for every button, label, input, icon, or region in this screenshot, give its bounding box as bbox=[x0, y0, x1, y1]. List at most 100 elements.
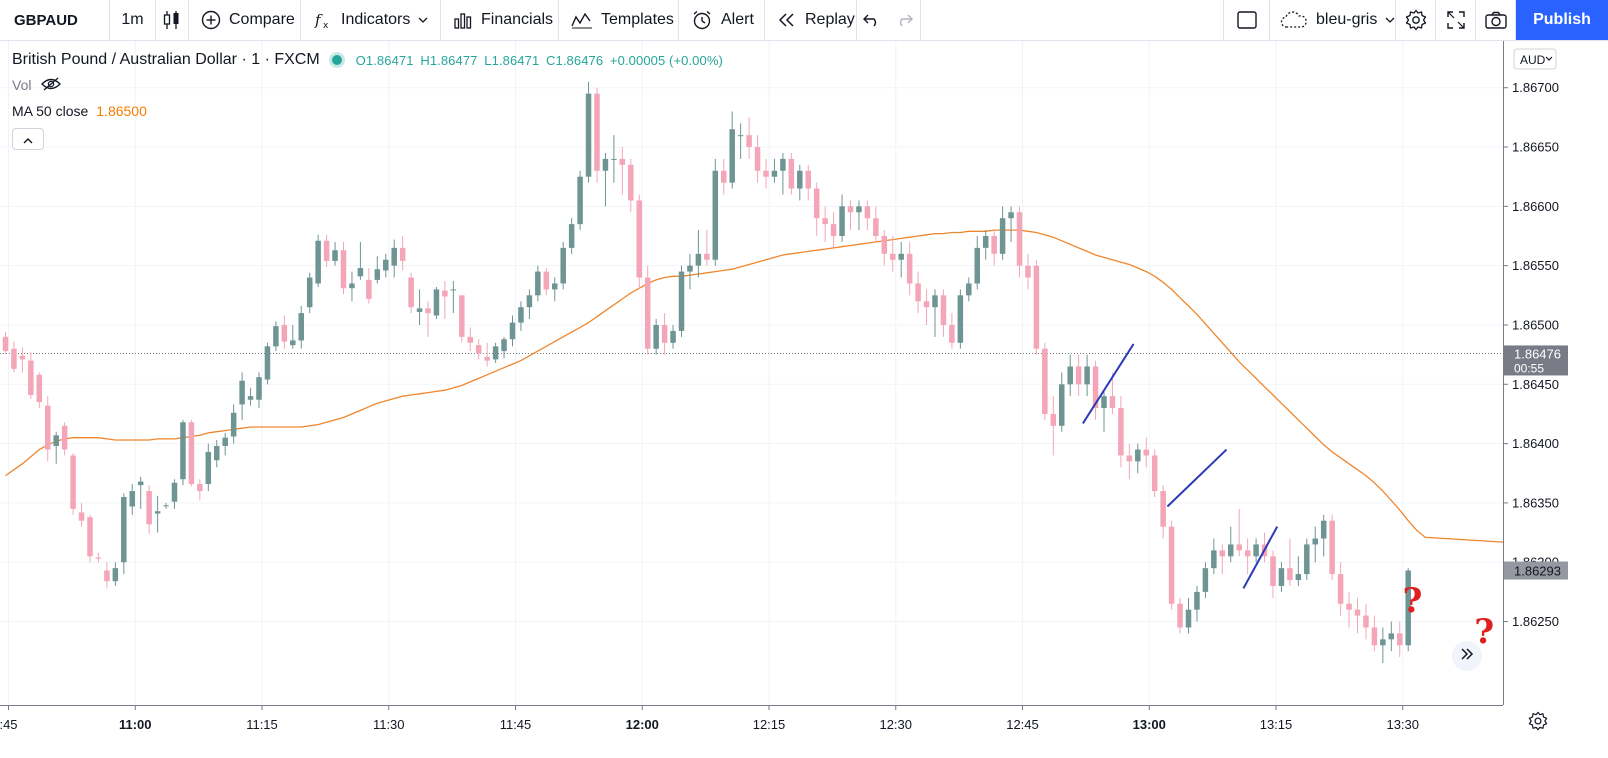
candle bbox=[239, 372, 245, 420]
layout-menu-button[interactable]: bleu-gris bbox=[1270, 0, 1396, 40]
symbol-legend-row: British Pound / Australian Dollar · 1 · … bbox=[12, 48, 723, 72]
candle-body bbox=[1135, 449, 1141, 462]
candle bbox=[535, 265, 541, 302]
candle-body bbox=[721, 170, 727, 183]
candle bbox=[1126, 443, 1133, 480]
candle bbox=[594, 87, 600, 183]
candle-body bbox=[856, 206, 862, 213]
redo-icon bbox=[893, 9, 915, 31]
candle bbox=[746, 117, 752, 159]
square-icon bbox=[1236, 9, 1258, 31]
candle bbox=[839, 194, 845, 242]
time-axis[interactable]: :45 11:00 11:15 11:30 11:45 12:00 12:15 12:30 12… bbox=[0, 705, 1608, 758]
financials-button[interactable]: Financials bbox=[441, 0, 559, 40]
chevron-up-icon bbox=[23, 131, 33, 148]
candle-body bbox=[1346, 603, 1352, 610]
candle-body bbox=[349, 283, 355, 289]
eye-off-icon[interactable] bbox=[41, 77, 62, 94]
trendline[interactable] bbox=[1166, 448, 1228, 508]
candle bbox=[391, 239, 397, 278]
candle bbox=[923, 289, 930, 325]
interval-button[interactable]: 1m bbox=[110, 0, 156, 40]
candle-body bbox=[1092, 366, 1099, 409]
trendlines-group[interactable] bbox=[1082, 343, 1279, 589]
candle bbox=[873, 206, 879, 242]
candle bbox=[492, 342, 499, 363]
plus-circle-icon bbox=[201, 9, 221, 31]
candle bbox=[644, 265, 651, 355]
candle bbox=[999, 206, 1006, 260]
settings-button[interactable] bbox=[1396, 0, 1436, 40]
candle-body bbox=[1151, 455, 1158, 492]
open-label: O bbox=[355, 52, 366, 68]
replay-button[interactable]: Replay bbox=[765, 0, 857, 40]
ma-label[interactable]: MA 50 close bbox=[12, 103, 89, 119]
ohlc-values: O1.86471 H1.86477 L1.86471 C1.86476 +0.0… bbox=[356, 53, 723, 68]
candle bbox=[830, 212, 837, 248]
candle bbox=[678, 265, 685, 337]
candles-icon bbox=[161, 9, 183, 31]
undo-button[interactable] bbox=[857, 0, 887, 40]
candle-body bbox=[357, 268, 364, 277]
candle bbox=[957, 289, 964, 349]
question-mark-annotation: ? bbox=[1474, 612, 1494, 652]
candle bbox=[475, 339, 482, 360]
fullscreen-button[interactable] bbox=[1436, 0, 1476, 40]
candle bbox=[1042, 342, 1048, 420]
candle bbox=[61, 422, 68, 456]
candle-body bbox=[104, 570, 110, 582]
candle bbox=[1151, 449, 1158, 497]
candle-body bbox=[1033, 265, 1040, 349]
fullscreen-layout-button[interactable] bbox=[1224, 0, 1270, 40]
ma-50-line bbox=[5, 229, 1504, 543]
candle bbox=[1380, 627, 1386, 664]
chart-type-button[interactable] bbox=[156, 0, 189, 40]
bar-chart-icon bbox=[453, 9, 473, 31]
symbol-title[interactable]: British Pound / Australian Dollar · 1 · … bbox=[12, 51, 320, 68]
alert-button[interactable]: Alert bbox=[679, 0, 765, 40]
candle bbox=[425, 301, 431, 337]
price-axis[interactable]: 1.862501.863001.863501.864001.864501.865… bbox=[1503, 41, 1608, 758]
candle bbox=[95, 552, 102, 563]
candle bbox=[1371, 615, 1378, 652]
volume-label[interactable]: Vol bbox=[12, 77, 32, 93]
candle-body bbox=[1295, 574, 1302, 581]
candle bbox=[323, 234, 330, 267]
candle bbox=[788, 152, 795, 195]
candle-body bbox=[1075, 366, 1082, 385]
templates-button[interactable]: Templates bbox=[559, 0, 679, 40]
symbol-search-button[interactable]: GBPAUD bbox=[0, 0, 110, 40]
candle bbox=[19, 347, 26, 373]
candle-body bbox=[416, 308, 423, 312]
candle bbox=[154, 495, 161, 533]
symbol-label: GBPAUD bbox=[14, 11, 78, 29]
candle-body bbox=[78, 512, 85, 521]
candle bbox=[1329, 514, 1335, 581]
candle bbox=[1109, 372, 1116, 414]
candle bbox=[1346, 591, 1352, 628]
secondary-price-label-box bbox=[1504, 561, 1568, 580]
candle-body bbox=[1253, 544, 1259, 557]
candle-body bbox=[585, 93, 592, 177]
candle-body bbox=[1354, 609, 1361, 616]
price-chart[interactable]: ?? 1.862501.863001.863501.864001.864501.… bbox=[0, 41, 1608, 758]
axis-settings-button[interactable] bbox=[1528, 711, 1548, 731]
candle-body bbox=[890, 253, 896, 260]
redo-button[interactable] bbox=[887, 0, 921, 40]
trendline[interactable] bbox=[1242, 526, 1279, 589]
candle-body bbox=[1160, 491, 1166, 527]
trendline[interactable] bbox=[1082, 343, 1135, 424]
low-value: 1.86471 bbox=[491, 52, 540, 68]
legend-collapse-button[interactable] bbox=[12, 128, 44, 150]
candle-body bbox=[1270, 556, 1276, 586]
publish-button[interactable]: Publish bbox=[1516, 0, 1608, 40]
candle bbox=[306, 272, 313, 314]
candle-body bbox=[560, 247, 566, 284]
candle-body bbox=[619, 158, 626, 165]
snapshot-button[interactable] bbox=[1476, 0, 1516, 40]
bar-countdown-label: 00:55 bbox=[1514, 361, 1544, 375]
compare-button[interactable]: Compare bbox=[189, 0, 301, 40]
price-tick-label: 1.86550 bbox=[1512, 258, 1559, 273]
scroll-to-realtime-button[interactable] bbox=[1452, 641, 1482, 671]
